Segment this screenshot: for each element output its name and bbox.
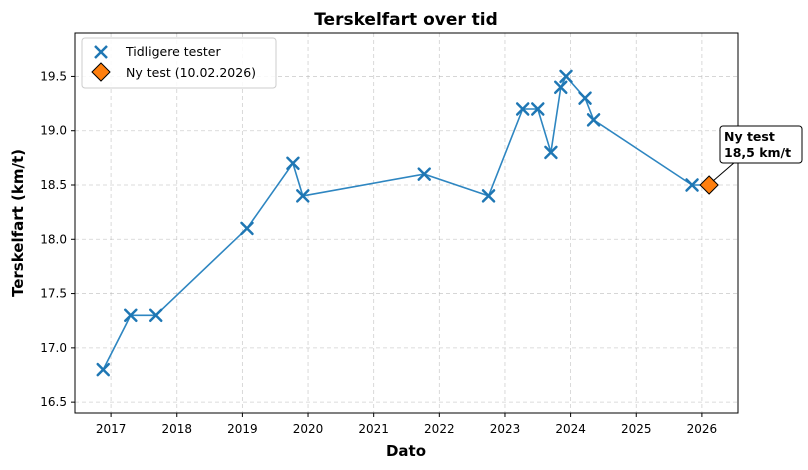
series-markers [96,69,719,377]
y-tick-label: 17.0 [40,341,67,355]
marker-stroke [124,308,138,323]
marker-stroke [515,102,530,116]
chart-title: Terskelfart over tid [314,10,498,30]
data-point-previous-test [286,156,300,171]
data-point-previous-test [124,308,138,323]
data-point-previous-test [586,113,601,127]
y-tick-label: 18.5 [40,178,67,192]
plot-frame [74,32,739,414]
annotation-line-2: 18,5 km/t [724,145,791,160]
x-axis-label: Dato [386,442,426,460]
data-point-previous-test [578,91,592,105]
data-point-previous-test [559,69,573,84]
x-tick-label: 2019 [227,422,258,436]
x-tick-label: 2026 [687,422,718,436]
annotation-line-1: Ny test [724,129,775,144]
marker-stroke [240,221,254,236]
data-point-previous-test [515,102,530,116]
y-tick-label: 19.5 [40,69,67,83]
x-tick-label: 2025 [621,422,652,436]
marker-stroke [559,69,573,84]
marker-stroke [531,102,545,116]
data-point-previous-test [296,189,310,203]
y-tick-label: 19.0 [40,124,67,138]
data-point-previous-test [96,362,110,377]
legend-label-previous-tests: Tidligere tester [125,44,221,59]
annotation-box [719,125,803,164]
data-point-previous-test [417,167,431,181]
axis-ticks: 2017 2018 2019 2020 2021 2022 2023 2024 2025 2026… [40,69,717,436]
data-point-previous-test [554,80,568,95]
x-tick-label: 2018 [161,422,192,436]
marker-stroke [417,167,431,181]
legend: Tidligere tester Ny test (10.02.2026) [81,37,277,89]
x-tick-label: 2022 [424,422,455,436]
annotation-arrow [712,161,736,182]
marker-stroke [296,189,310,203]
legend-box [81,37,277,89]
y-axis-label: Terskelfart (km/t) [9,149,27,297]
x-tick-label: 2024 [555,422,586,436]
marker-stroke [148,308,163,323]
y-tick-label: 16.5 [40,395,67,409]
data-point-previous-test [481,189,496,203]
legend-marker-new-test [91,62,111,82]
data-point-previous-test [240,221,254,236]
annotation: Ny test 18,5 km/t [712,125,803,182]
x-tick-label: 2023 [490,422,521,436]
x-tick-label: 2017 [96,422,127,436]
y-tick-label: 18.0 [40,232,67,246]
marker-stroke [286,156,300,171]
data-point-previous-test [531,102,545,116]
marker-stroke [96,362,110,377]
marker-stroke [544,145,558,160]
marker-stroke [578,91,592,105]
y-tick-label: 17.5 [40,287,67,301]
marker-stroke [586,113,601,127]
marker-stroke [554,80,568,95]
data-point-previous-test [544,145,558,160]
marker-stroke [481,189,496,203]
data-point-previous-test [685,178,699,192]
legend-label-new-test: Ny test (10.02.2026) [126,65,256,80]
data-point-previous-test [148,308,163,323]
legend-marker-previous-tests [94,45,108,59]
marker-stroke [685,178,699,192]
grid [75,33,738,413]
x-tick-label: 2021 [358,422,389,436]
x-tick-label: 2020 [293,422,324,436]
